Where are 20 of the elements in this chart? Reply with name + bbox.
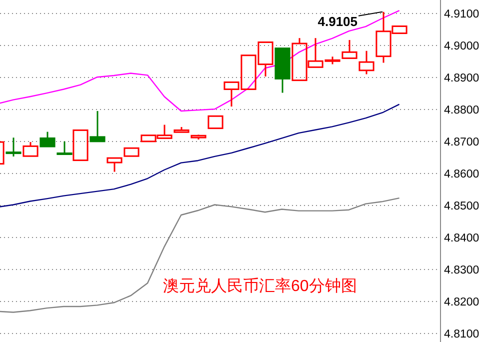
y-tick-label: 4.8200 — [444, 296, 480, 308]
y-tick-label: 4.8100 — [444, 328, 480, 340]
y-tick-label: 4.9100 — [444, 8, 480, 20]
candlestick — [90, 110, 106, 142]
y-tick-label: 4.8700 — [444, 136, 480, 148]
candlestick — [342, 39, 358, 59]
y-tick-label: 4.8500 — [444, 200, 480, 212]
candlestick — [56, 140, 72, 155]
y-tick-label: 4.8600 — [444, 168, 480, 180]
y-tick-label: 4.8900 — [444, 72, 480, 84]
y-tick-label: 4.8400 — [444, 232, 480, 244]
candlestick — [106, 157, 122, 173]
y-tick-label: 4.8800 — [444, 104, 480, 116]
candlestick — [358, 50, 374, 75]
candlestick — [6, 136, 22, 158]
y-tick-label: 4.8300 — [444, 264, 480, 276]
y-tick-label: 4.9000 — [444, 40, 480, 52]
annotation: 4.9105 — [318, 14, 358, 29]
candlestick — [274, 48, 290, 94]
annotation: 澳元兑人民币汇率60分钟图 — [163, 277, 357, 295]
